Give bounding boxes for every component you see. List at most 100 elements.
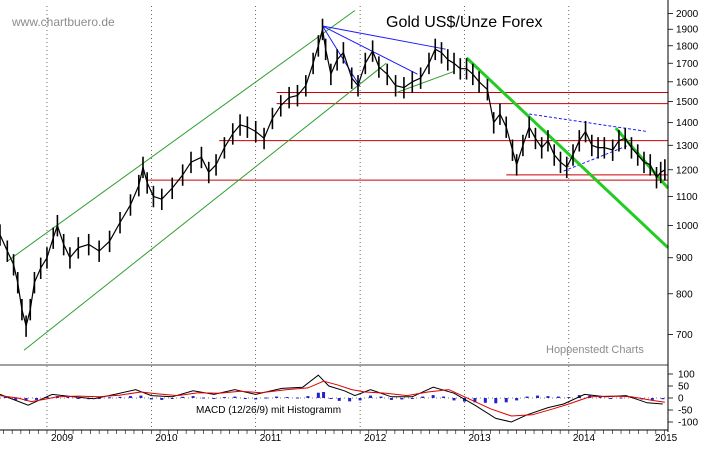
histogram-bar — [139, 395, 143, 398]
histogram-bar — [389, 398, 393, 400]
histogram-bar — [661, 398, 665, 400]
macd-line — [0, 374, 663, 423]
histogram-bar — [108, 397, 112, 399]
histogram-bar — [329, 398, 333, 399]
histogram-bar — [322, 392, 326, 398]
y-tick-label: 1600 — [676, 77, 699, 88]
histogram-bar — [128, 396, 132, 398]
histogram-bar — [254, 398, 258, 400]
histogram-bar — [358, 398, 362, 401]
histogram-bar — [76, 398, 80, 399]
histogram-bar — [556, 396, 560, 398]
trendline — [396, 70, 455, 93]
watermark: www.chartbuero.de — [11, 15, 115, 29]
y-tick-label: 1500 — [676, 97, 699, 108]
y-tick-label: 1100 — [676, 192, 698, 203]
axes: 2009 2010 2011 2012 2013 2014 2015 2000 1900 1800… — [0, 0, 699, 444]
macd-y-tick-label: 0 — [678, 394, 684, 405]
x-tick-label: 2010 — [155, 433, 178, 444]
histogram-bar — [264, 397, 268, 399]
histogram-bar — [515, 398, 519, 401]
histogram-bar — [160, 398, 164, 400]
macd-title: MACD (12/26/9) mit Histogramm — [196, 405, 341, 416]
histogram-bar — [483, 398, 487, 403]
trendline — [322, 25, 418, 75]
chart-title: Gold US$/Unze Forex — [386, 14, 543, 31]
histogram-bar — [567, 397, 571, 399]
trendline — [322, 25, 361, 87]
y-tick-label: 800 — [676, 289, 693, 300]
histogram-bar — [243, 398, 247, 399]
histogram-bar — [149, 398, 153, 400]
price-series — [0, 18, 666, 337]
histogram-bar — [421, 396, 425, 398]
y-tick-label: 1000 — [676, 221, 699, 232]
x-tick-label: 2012 — [364, 433, 387, 444]
histogram-bar — [410, 398, 414, 399]
x-tick-label: 2014 — [573, 433, 596, 444]
histogram-bar — [348, 398, 352, 402]
histogram-bar — [202, 397, 206, 399]
support-resistance-lines — [146, 91, 668, 181]
histogram-bar — [473, 398, 477, 403]
x-tick-label: 2013 — [468, 433, 491, 444]
histogram-bar — [546, 396, 550, 398]
x-tick-label: 2011 — [260, 433, 282, 444]
histogram-bar — [650, 398, 654, 400]
histogram-bar — [45, 397, 49, 399]
macd-y-tick-label: -100 — [678, 418, 698, 429]
histogram-bar — [170, 398, 174, 399]
trendline — [322, 25, 446, 50]
histogram-bar — [14, 398, 18, 400]
histogram-bar — [35, 398, 39, 400]
histogram-bar — [3, 396, 7, 398]
price-line — [0, 29, 666, 327]
histogram-bar — [212, 398, 216, 399]
histogram-bar — [181, 396, 185, 398]
histogram-bar — [66, 397, 70, 399]
macd-y-tick-label: 50 — [678, 382, 690, 393]
histogram-bar — [233, 396, 237, 398]
histogram-bar — [442, 396, 446, 398]
signal-line — [0, 380, 665, 417]
histogram-bar — [452, 398, 456, 401]
macd-panel — [0, 374, 668, 423]
y-tick-label: 1200 — [676, 165, 699, 176]
histogram-bar — [222, 397, 226, 399]
histogram-bar — [369, 395, 373, 398]
histogram-bar — [295, 397, 299, 399]
histogram-bar — [525, 396, 529, 398]
histogram-bar — [598, 397, 602, 399]
macd-y-tick-label: -50 — [678, 406, 693, 417]
histogram-bar — [316, 392, 320, 398]
histogram-bar — [379, 396, 383, 398]
macd-y-tick-label: 100 — [678, 370, 695, 381]
histogram-bar — [285, 397, 289, 399]
credit-label: Hoppenstedt Charts — [546, 344, 644, 356]
y-tick-label: 700 — [676, 330, 693, 341]
x-tick-label: 2015 — [655, 433, 678, 444]
histogram-bar — [337, 398, 341, 401]
histogram-bar — [536, 395, 540, 398]
trendline — [465, 56, 670, 249]
trendlines — [7, 10, 670, 351]
histogram-bar — [462, 398, 466, 402]
histogram-bar — [97, 398, 101, 399]
histogram-bar — [619, 397, 623, 399]
histogram-bar — [306, 396, 310, 398]
histogram-bar — [24, 398, 28, 401]
histogram-bar — [504, 398, 508, 403]
y-tick-label: 1400 — [676, 118, 699, 129]
histogram-bar — [400, 398, 404, 400]
y-tick-label: 1300 — [676, 141, 699, 152]
trendline — [7, 10, 356, 262]
histogram-bar — [494, 398, 498, 404]
trendline — [23, 62, 387, 351]
y-tick-label: 900 — [676, 253, 693, 264]
histogram-bar — [609, 398, 613, 399]
histogram-bar — [275, 396, 279, 398]
histogram-bar — [118, 396, 122, 398]
histogram-bar — [191, 396, 195, 398]
